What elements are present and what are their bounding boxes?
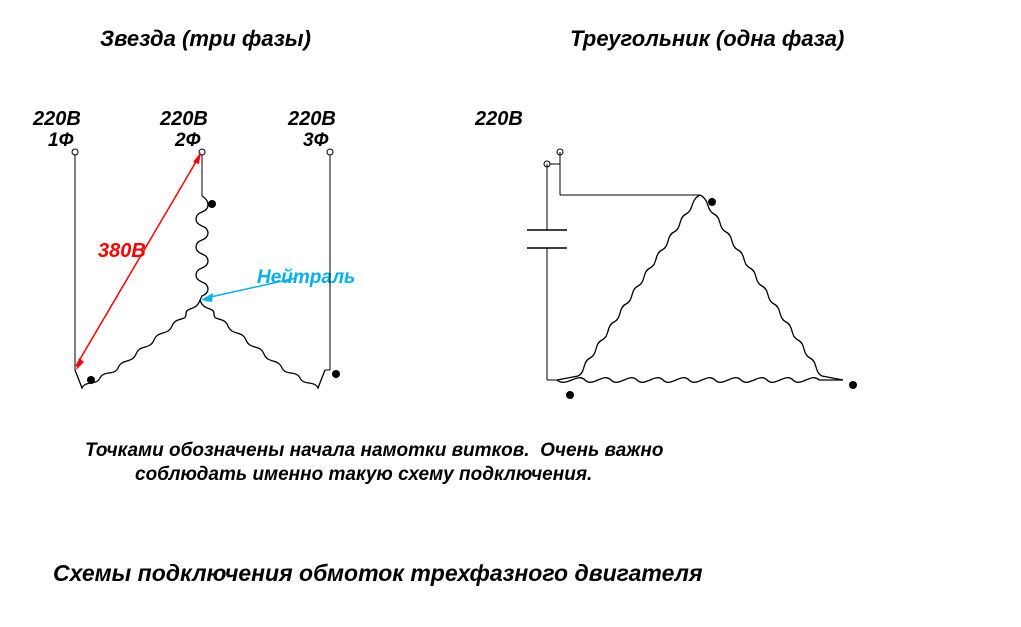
diagram-container: Звезда (три фазы) Треугольник (одна фаза…: [0, 0, 1021, 627]
left-380v-arrow-line: [76, 155, 200, 366]
left-neutral-arrow-line: [206, 278, 296, 298]
left-coil-top: [196, 196, 208, 300]
left-neutral-arrow-head: [201, 293, 213, 302]
left-terminal-1: [72, 149, 78, 155]
left-coil-right: [200, 300, 325, 388]
right-dot-right: [849, 381, 857, 389]
right-coil-left: [557, 195, 700, 380]
circuit-svg: [0, 0, 1021, 627]
right-coil-right: [700, 195, 843, 380]
right-dot-top: [708, 198, 716, 206]
left-terminal-3: [327, 149, 333, 155]
left-coil-left: [75, 300, 200, 388]
left-dot-top: [208, 200, 216, 208]
left-380v-arrow-head-top: [193, 152, 201, 164]
left-dot-left: [87, 376, 95, 384]
left-dot-right: [332, 370, 340, 378]
right-dot-left: [566, 391, 574, 399]
right-coil-bottom: [557, 378, 843, 383]
